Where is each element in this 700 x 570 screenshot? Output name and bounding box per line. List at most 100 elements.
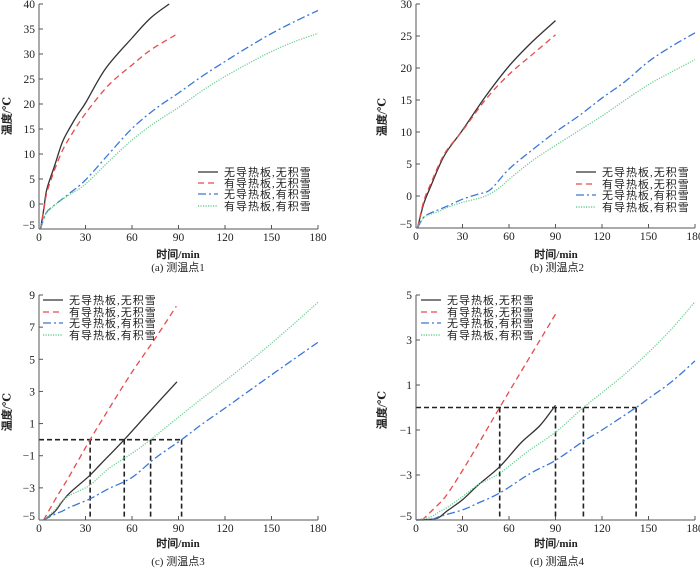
y-axis-title: 温度/℃ (0, 393, 14, 431)
legend-label-2: 有导热板,无积雪 (224, 176, 312, 190)
x-tick-label: 90 (173, 523, 185, 535)
y-tick-label: 1 (406, 380, 412, 392)
panel-caption: (a) 测温点1 (151, 261, 204, 274)
x-tick-label: 60 (503, 523, 515, 535)
legend-label-2: 有导热板,无积雪 (69, 305, 157, 319)
y-tick-label: 0 (29, 199, 35, 211)
y-tick-label: 5 (29, 174, 35, 186)
series-line-4 (43, 301, 319, 521)
x-tick-label: 90 (550, 523, 562, 535)
x-tick-label: 60 (503, 231, 515, 243)
legend-label-3: 无导热板,有积雪 (224, 187, 312, 201)
legend-label-4: 有导热板,有积雪 (224, 199, 312, 213)
y-tick-label: −5 (23, 511, 35, 523)
x-axis-title: 时间/min (534, 247, 577, 261)
y-axis-title: 温度/℃ (0, 97, 14, 135)
series-line-3 (416, 32, 696, 229)
y-tick-label: −3 (400, 470, 412, 482)
x-tick-label: 30 (80, 232, 92, 244)
x-tick-label: 180 (686, 523, 700, 535)
series-line-1 (39, 3, 170, 230)
x-tick-label: 180 (309, 523, 327, 535)
y-tick-label: −5 (400, 511, 412, 523)
chart-panel-d: 温度/℃ 时间/min (d) 测温点4 −5 −3 −1 1 3 5 0 30 60 90 120… (375, 290, 700, 568)
y-tick-label: 5 (406, 159, 412, 171)
y-axis-title: 温度/℃ (375, 98, 389, 136)
y-tick-label: 9 (29, 290, 35, 302)
series-line-2 (39, 34, 176, 230)
x-tick-label: 150 (263, 523, 281, 535)
legend-label-3: 无导热板,有积雪 (602, 188, 690, 202)
y-tick-label: −5 (400, 219, 412, 231)
y-tick-label: 40 (24, 0, 36, 11)
y-tick-label: 5 (406, 290, 412, 302)
x-tick-label: 0 (413, 523, 419, 535)
y-tick-label: 20 (24, 99, 36, 111)
y-tick-label: −1 (400, 425, 412, 437)
y-tick-label: −3 (23, 483, 35, 495)
x-tick-label: 180 (309, 232, 327, 244)
x-tick-label: 30 (457, 231, 469, 243)
x-tick-label: 90 (550, 231, 562, 243)
y-tick-label: 0 (406, 191, 412, 203)
y-tick-label: 3 (406, 335, 412, 347)
legend-label-1: 无导热板,无积雪 (447, 293, 535, 307)
series-line-2 (416, 34, 556, 229)
y-tick-label: 20 (401, 63, 413, 75)
series-line-4 (416, 59, 696, 229)
legend-label-4: 有导热板,有积雪 (69, 328, 157, 342)
x-tick-label: 120 (593, 231, 611, 243)
legend-label-1: 无导热板,无积雪 (224, 165, 312, 179)
x-tick-label: 120 (593, 523, 611, 535)
x-tick-label: 60 (126, 523, 138, 535)
y-tick-label: 25 (24, 74, 36, 86)
x-tick-label: 0 (413, 231, 419, 243)
x-tick-label: 120 (216, 232, 234, 244)
legend-label-2: 有导热板,无积雪 (447, 305, 535, 319)
y-tick-label: 5 (29, 354, 35, 366)
y-tick-label: 30 (401, 0, 413, 11)
x-axis-title: 时间/min (156, 247, 199, 261)
legend-label-1: 无导热板,无积雪 (69, 293, 157, 307)
x-tick-label: 30 (80, 523, 92, 535)
x-tick-label: 90 (173, 232, 185, 244)
y-tick-label: 10 (24, 149, 36, 161)
series-line-3 (43, 341, 319, 521)
legend-label-4: 有导热板,有积雪 (447, 328, 535, 342)
x-tick-label: 0 (36, 232, 42, 244)
y-tick-label: 15 (401, 95, 413, 107)
x-tick-label: 150 (640, 231, 658, 243)
y-axis-title: 温度/℃ (375, 391, 389, 429)
x-tick-label: 30 (457, 523, 469, 535)
series-line-2 (43, 305, 177, 521)
legend-label-4: 有导热板,有积雪 (602, 200, 690, 214)
x-tick-label: 120 (216, 523, 234, 535)
y-tick-label: 15 (24, 124, 36, 136)
x-axis-title: 时间/min (156, 536, 199, 550)
panel-caption: (d) 测温点4 (530, 555, 585, 568)
y-tick-label: 25 (401, 31, 413, 43)
y-tick-label: −1 (23, 451, 35, 463)
x-tick-label: 60 (126, 232, 138, 244)
y-tick-label: 1 (29, 419, 35, 431)
y-tick-label: 30 (24, 49, 36, 61)
y-tick-label: 10 (401, 127, 413, 139)
x-tick-label: 150 (640, 523, 658, 535)
legend-label-3: 无导热板,有积雪 (447, 316, 535, 330)
x-axis-title: 时间/min (534, 536, 577, 550)
series-line-1 (43, 381, 178, 521)
x-tick-label: 150 (263, 232, 281, 244)
y-tick-label: 7 (29, 322, 35, 334)
y-tick-label: 35 (24, 24, 36, 36)
panel-caption: (c) 测温点3 (151, 555, 205, 568)
x-tick-label: 180 (686, 231, 700, 243)
x-tick-label: 0 (36, 523, 42, 535)
